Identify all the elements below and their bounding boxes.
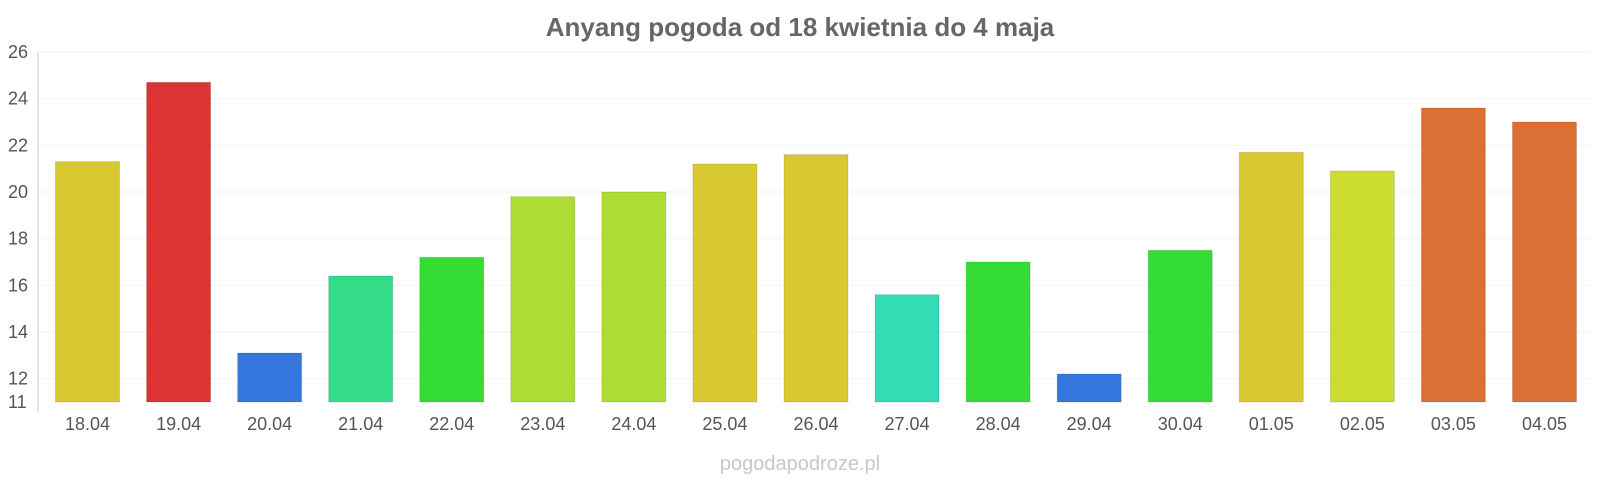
bar-25.04[interactable] xyxy=(692,163,758,403)
x-tick-label: 27.04 xyxy=(885,414,930,434)
y-tick-label: 16 xyxy=(8,275,28,295)
x-tick-label: 24.04 xyxy=(611,414,656,434)
x-tick-labels: 18.04 19.04 20.04 21.04 22.04 23.04 24.04 25.04… xyxy=(65,414,1567,434)
x-tick-label: 02.05 xyxy=(1340,414,1385,434)
bar-20.04[interactable] xyxy=(237,352,303,403)
bar-27.04[interactable] xyxy=(874,294,940,403)
bar-21.04[interactable] xyxy=(328,275,394,403)
x-tick-label: 20.04 xyxy=(247,414,292,434)
x-tick-label: 19.04 xyxy=(156,414,201,434)
bar-02.05[interactable] xyxy=(1329,170,1395,403)
y-tick-label: 12 xyxy=(8,369,28,389)
x-tick-label: 25.04 xyxy=(702,414,747,434)
bar-29.04[interactable] xyxy=(1056,373,1122,403)
y-tick-label: 14 xyxy=(8,322,28,342)
bar-03.05[interactable] xyxy=(1420,107,1486,403)
bar-28.04[interactable] xyxy=(965,261,1031,403)
bar-26.04[interactable] xyxy=(783,154,849,403)
chart-title: Anyang pogoda od 18 kwietnia do 4 maja xyxy=(546,12,1055,42)
bar-23.04[interactable] xyxy=(510,196,576,403)
x-tick-label: 30.04 xyxy=(1158,414,1203,434)
y-tick-label: 18 xyxy=(8,229,28,249)
x-tick-label: 26.04 xyxy=(793,414,838,434)
x-tick-label: 01.05 xyxy=(1249,414,1294,434)
x-tick-label: 18.04 xyxy=(65,414,110,434)
x-tick-label: 22.04 xyxy=(429,414,474,434)
bar-30.04[interactable] xyxy=(1147,249,1213,403)
bar-04.05[interactable] xyxy=(1511,121,1577,403)
y-tick-label: 11 xyxy=(8,392,27,412)
x-tick-label: 29.04 xyxy=(1067,414,1112,434)
bar-01.05[interactable] xyxy=(1238,151,1304,403)
bar-19.04[interactable] xyxy=(146,81,212,403)
bar-18.04[interactable] xyxy=(55,161,121,403)
y-tick-label: 26 xyxy=(8,42,28,62)
x-tick-label: 03.05 xyxy=(1431,414,1476,434)
x-tick-label: 28.04 xyxy=(976,414,1021,434)
watermark: pogodapodroze.pl xyxy=(720,453,880,475)
y-tick-label: 20 xyxy=(8,182,28,202)
y-tick-label: 24 xyxy=(8,89,28,109)
bars xyxy=(55,81,1577,403)
y-tick-labels: 11 12 14 16 18 20 22 24 26 xyxy=(8,42,28,412)
x-tick-label: 21.04 xyxy=(338,414,383,434)
x-tick-label: 04.05 xyxy=(1522,414,1567,434)
bar-24.04[interactable] xyxy=(601,191,667,403)
y-tick-label: 22 xyxy=(8,135,28,155)
x-tick-label: 23.04 xyxy=(520,414,565,434)
bar-22.04[interactable] xyxy=(419,256,485,403)
